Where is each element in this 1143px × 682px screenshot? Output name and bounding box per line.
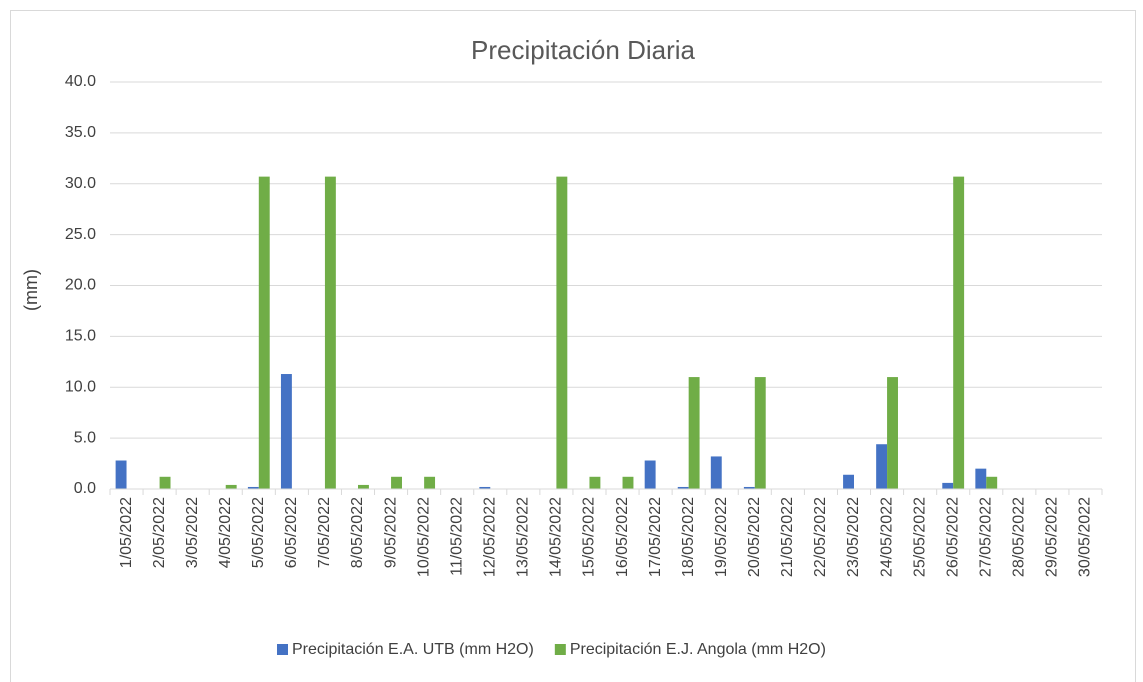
bar bbox=[391, 476, 402, 489]
bar bbox=[589, 476, 601, 489]
y-tick-label: 5.0 bbox=[74, 429, 96, 446]
bar bbox=[975, 468, 987, 489]
x-tick-label: 30/05/2022 bbox=[1077, 497, 1094, 577]
x-tick-label: 18/05/2022 bbox=[680, 497, 697, 577]
bar bbox=[887, 377, 898, 489]
bar bbox=[986, 476, 998, 489]
bar bbox=[115, 460, 127, 489]
x-tick-label: 26/05/2022 bbox=[944, 497, 961, 577]
bar bbox=[743, 486, 755, 489]
y-tick-label: 40.0 bbox=[65, 73, 96, 90]
x-tick-label: 12/05/2022 bbox=[481, 497, 498, 577]
legend-label: Precipitación E.A. UTB (mm H2O) bbox=[292, 641, 534, 658]
bar bbox=[622, 476, 634, 489]
x-tick-label: 13/05/2022 bbox=[515, 497, 532, 577]
y-tick-label: 35.0 bbox=[65, 124, 96, 141]
x-tick-label: 24/05/2022 bbox=[878, 497, 895, 577]
bar bbox=[479, 486, 491, 489]
x-tick-label: 19/05/2022 bbox=[713, 497, 730, 577]
y-axis-label: (mm) bbox=[21, 269, 41, 311]
bar bbox=[159, 476, 171, 489]
y-tick-label: 10.0 bbox=[65, 378, 96, 395]
x-tick-label: 15/05/2022 bbox=[581, 497, 598, 577]
bar bbox=[358, 484, 369, 489]
bar bbox=[258, 176, 270, 489]
chart-border bbox=[10, 10, 1136, 682]
x-tick-label: 1/05/2022 bbox=[118, 497, 135, 568]
x-tick-label: 29/05/2022 bbox=[1044, 497, 1061, 577]
bar bbox=[677, 486, 689, 489]
bar bbox=[942, 482, 954, 489]
x-tick-label: 7/05/2022 bbox=[316, 497, 333, 568]
x-tick-label: 16/05/2022 bbox=[614, 497, 631, 577]
x-tick-label: 2/05/2022 bbox=[151, 497, 168, 568]
x-tick-label: 14/05/2022 bbox=[548, 497, 565, 577]
y-tick-label: 30.0 bbox=[65, 175, 96, 192]
x-tick-label: 11/05/2022 bbox=[448, 497, 465, 576]
chart-title: Precipitación Diaria bbox=[471, 35, 696, 65]
bar bbox=[324, 176, 336, 489]
x-tick-label: 23/05/2022 bbox=[845, 497, 862, 577]
x-tick-label: 28/05/2022 bbox=[1011, 497, 1028, 577]
legend-swatch bbox=[554, 644, 566, 655]
x-tick-label: 20/05/2022 bbox=[746, 497, 763, 577]
x-tick-label: 21/05/2022 bbox=[779, 497, 796, 577]
bar bbox=[225, 484, 237, 489]
y-tick-label: 0.0 bbox=[74, 480, 96, 497]
bar bbox=[280, 374, 292, 489]
x-tick-label: 22/05/2022 bbox=[812, 497, 829, 577]
bar bbox=[424, 476, 436, 489]
x-tick-label: 17/05/2022 bbox=[647, 497, 664, 577]
bar bbox=[556, 176, 568, 489]
x-tick-label: 8/05/2022 bbox=[349, 497, 366, 568]
x-tick-label: 4/05/2022 bbox=[217, 497, 234, 568]
bar bbox=[247, 486, 259, 489]
bar bbox=[644, 460, 656, 489]
x-tick-label: 9/05/2022 bbox=[382, 497, 399, 568]
bar bbox=[843, 474, 854, 489]
bar bbox=[876, 444, 888, 489]
x-tick-label: 25/05/2022 bbox=[911, 497, 928, 577]
bar bbox=[688, 377, 700, 489]
y-tick-label: 15.0 bbox=[65, 328, 96, 345]
x-tick-label: 10/05/2022 bbox=[415, 497, 432, 577]
y-tick-label: 25.0 bbox=[65, 226, 96, 243]
bar bbox=[953, 176, 965, 489]
x-tick-label: 3/05/2022 bbox=[184, 497, 201, 568]
legend-label: Precipitación E.J. Angola (mm H2O) bbox=[570, 641, 826, 658]
bar bbox=[710, 456, 722, 489]
x-tick-label: 6/05/2022 bbox=[283, 497, 300, 568]
x-tick-label: 5/05/2022 bbox=[250, 497, 267, 568]
legend-swatch bbox=[277, 644, 288, 655]
x-tick-label: 27/05/2022 bbox=[977, 497, 994, 577]
bar bbox=[754, 377, 766, 489]
y-tick-label: 20.0 bbox=[65, 277, 96, 294]
